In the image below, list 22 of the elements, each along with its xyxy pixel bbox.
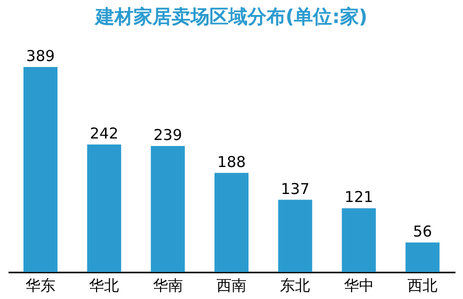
data-label: 121 <box>344 188 374 206</box>
data-label: 56 <box>412 222 432 240</box>
x-tick-label: 华南 <box>152 276 183 294</box>
x-tick-label: 西南 <box>216 276 246 294</box>
data-label: 137 <box>280 180 310 198</box>
bar <box>214 172 248 272</box>
bar <box>150 146 185 272</box>
x-tick-label: 华中 <box>344 276 374 294</box>
bar <box>23 67 58 272</box>
bar <box>406 242 440 272</box>
bar <box>342 208 376 272</box>
x-tick-label: 华东 <box>25 276 56 294</box>
data-label: 242 <box>90 124 118 142</box>
x-tick-label: 华北 <box>89 276 120 294</box>
data-label: 389 <box>26 47 55 65</box>
chart-title: 建材家居卖场区域分布(单位:家) <box>94 6 368 28</box>
x-tick-label: 东北 <box>280 276 310 294</box>
bar <box>87 144 122 272</box>
bar <box>278 200 312 272</box>
x-tick-label: 西北 <box>408 276 438 294</box>
data-label: 239 <box>154 126 182 144</box>
data-label: 188 <box>217 152 246 171</box>
